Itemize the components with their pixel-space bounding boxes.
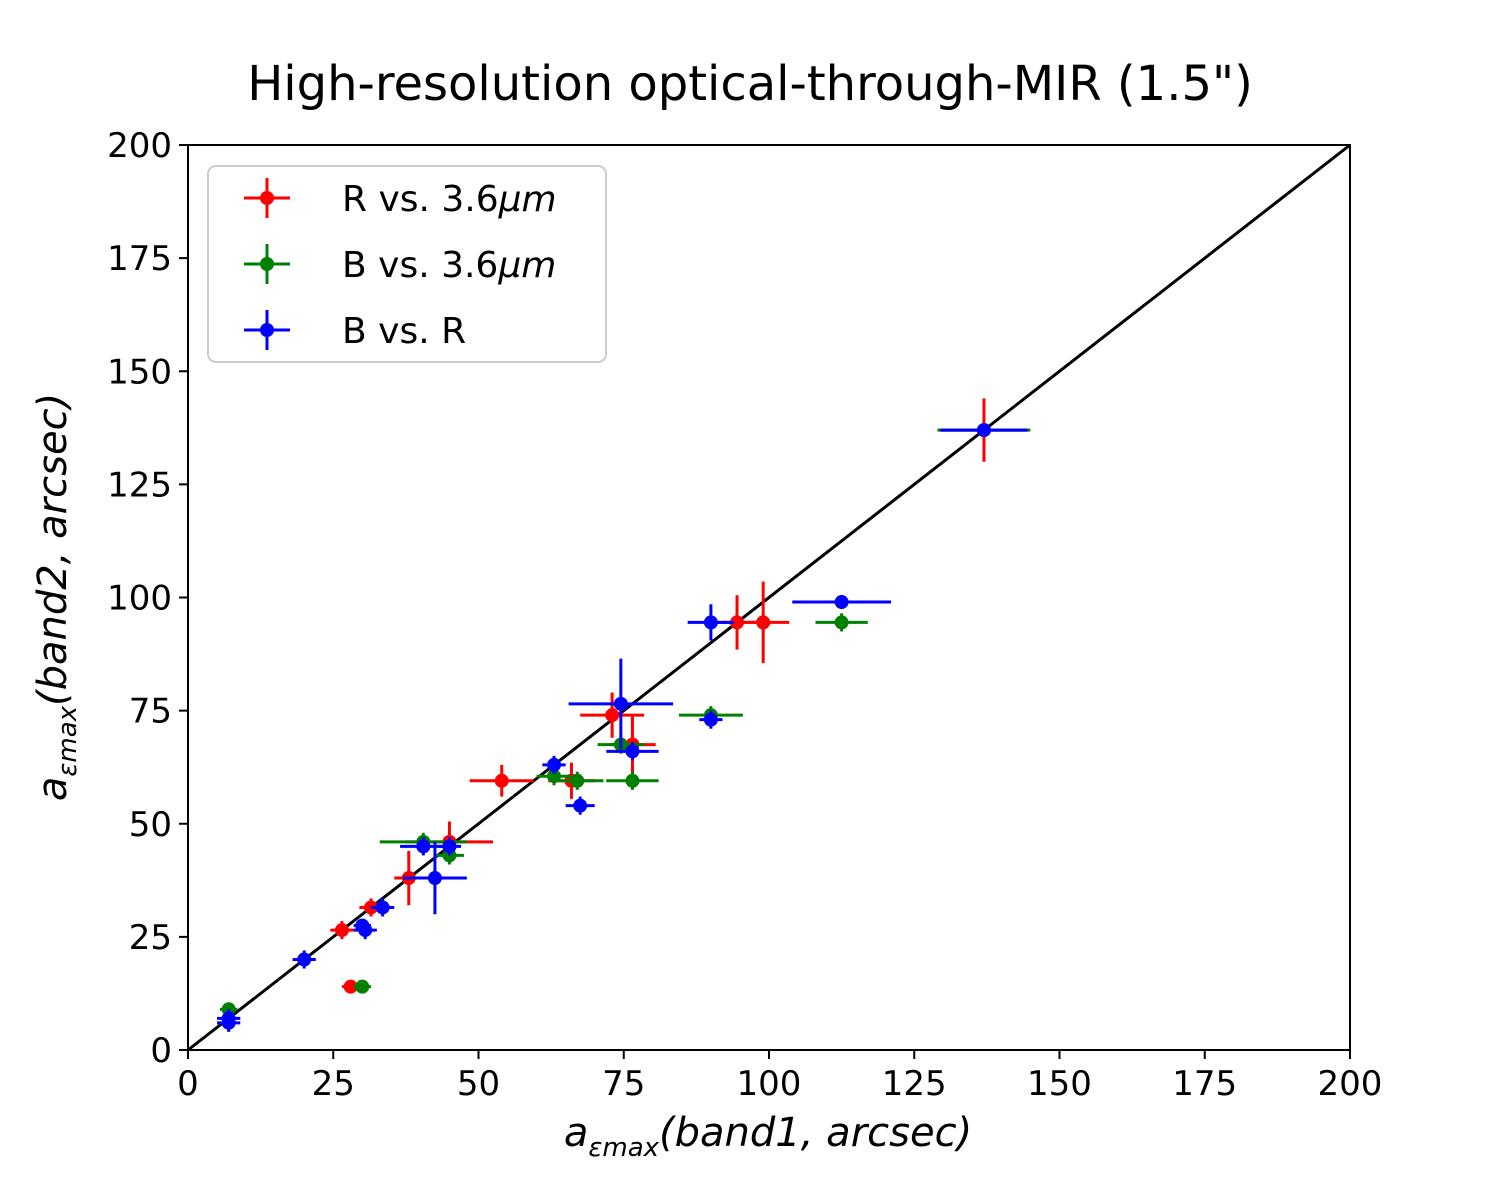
y-axis-label: aεmax(band2, arcsec) bbox=[30, 393, 83, 801]
data-point bbox=[565, 796, 595, 815]
legend-entry: B vs. R bbox=[244, 310, 466, 352]
data-point bbox=[469, 764, 534, 797]
point-marker bbox=[416, 839, 431, 854]
data-point bbox=[606, 742, 659, 761]
x-tick-label: 100 bbox=[737, 1064, 802, 1104]
legend-marker bbox=[260, 257, 274, 271]
data-point bbox=[353, 979, 372, 994]
data-point bbox=[292, 950, 316, 969]
data-point bbox=[568, 658, 674, 750]
point-marker bbox=[221, 1015, 236, 1030]
legend-label: B vs. 3.6μm bbox=[342, 245, 556, 286]
point-marker bbox=[730, 615, 745, 630]
x-axis-label-rest: (band1, arcsec) bbox=[659, 1110, 972, 1156]
data-point bbox=[699, 710, 723, 729]
y-tick-label: 150 bbox=[107, 352, 172, 392]
point-marker bbox=[834, 595, 849, 610]
data-point bbox=[551, 771, 604, 790]
legend-label: R vs. 3.6μm bbox=[342, 179, 557, 220]
data-point bbox=[330, 921, 354, 940]
x-tick-label: 0 bbox=[177, 1064, 199, 1104]
data-point bbox=[940, 423, 1028, 438]
y-axis: 0 25 50 75 100 125 150 175 200 bbox=[107, 126, 188, 1071]
x-axis-label-base: a bbox=[564, 1110, 589, 1156]
legend-marker bbox=[260, 323, 274, 337]
legend-label-unit: μm bbox=[497, 245, 556, 286]
y-tick-label: 75 bbox=[129, 692, 172, 732]
x-tick-label: 175 bbox=[1172, 1064, 1237, 1104]
data-point bbox=[353, 921, 377, 940]
x-tick-label: 125 bbox=[882, 1064, 947, 1104]
legend-label: B vs. R bbox=[342, 311, 466, 352]
x-tick-label: 150 bbox=[1027, 1064, 1092, 1104]
point-marker bbox=[358, 923, 373, 938]
point-marker bbox=[976, 423, 991, 438]
y-tick-label: 125 bbox=[107, 465, 172, 505]
y-tick-label: 0 bbox=[150, 1031, 172, 1071]
point-marker bbox=[834, 615, 849, 630]
point-marker bbox=[355, 979, 370, 994]
y-tick-label: 50 bbox=[129, 805, 172, 845]
y-tick-label: 175 bbox=[107, 239, 172, 279]
point-marker bbox=[547, 769, 562, 784]
chart-title: High-resolution optical-through-MIR (1.5… bbox=[247, 56, 1253, 112]
data-point bbox=[402, 841, 467, 915]
legend-marker bbox=[260, 191, 274, 205]
y-tick-label: 100 bbox=[107, 579, 172, 619]
point-marker bbox=[297, 952, 312, 967]
legend-label-prefix: B vs. R bbox=[342, 311, 466, 352]
data-point bbox=[687, 604, 735, 641]
y-axis-label-sub: εmax bbox=[53, 705, 83, 776]
point-marker bbox=[613, 696, 628, 711]
point-marker bbox=[494, 773, 509, 788]
point-marker bbox=[343, 979, 358, 994]
legend-label-unit: μm bbox=[498, 179, 557, 220]
point-marker bbox=[573, 798, 588, 813]
y-tick-label: 200 bbox=[107, 126, 172, 166]
y-tick-label: 25 bbox=[129, 918, 172, 958]
data-point bbox=[792, 595, 892, 610]
point-marker bbox=[756, 615, 771, 630]
y-axis-label-base: a bbox=[30, 777, 76, 802]
x-tick-label: 75 bbox=[602, 1064, 645, 1104]
x-axis-label-sub: εmax bbox=[588, 1133, 659, 1163]
data-series bbox=[217, 398, 1031, 1032]
x-tick-label: 25 bbox=[312, 1064, 355, 1104]
legend-label-prefix: B vs. 3.6 bbox=[342, 245, 498, 286]
legend-box bbox=[207, 165, 607, 363]
data-point bbox=[815, 613, 868, 632]
point-marker bbox=[625, 744, 640, 759]
point-marker bbox=[703, 712, 718, 727]
point-marker bbox=[427, 871, 442, 886]
data-point bbox=[606, 771, 659, 790]
legend-entry: R vs. 3.6μm bbox=[244, 178, 557, 220]
legend-entry: B vs. 3.6μm bbox=[244, 244, 556, 286]
point-marker bbox=[625, 773, 640, 788]
data-point bbox=[371, 898, 395, 917]
point-marker bbox=[442, 839, 457, 854]
data-point bbox=[437, 837, 462, 856]
x-tick-label: 200 bbox=[1318, 1064, 1383, 1104]
x-axis: 0 25 50 75 100 125 150 175 200 bbox=[177, 1050, 1382, 1104]
legend-label-prefix: R vs. 3.6 bbox=[342, 179, 499, 220]
data-point bbox=[217, 1013, 241, 1032]
point-marker bbox=[375, 900, 390, 915]
x-tick-label: 50 bbox=[457, 1064, 500, 1104]
x-axis-label: aεmax(band1, arcsec) bbox=[564, 1110, 972, 1163]
point-marker bbox=[570, 773, 585, 788]
point-marker bbox=[334, 923, 349, 938]
point-marker bbox=[605, 708, 620, 723]
series-2 bbox=[217, 423, 1028, 1032]
plot-area: 0 25 50 75 100 125 150 175 200 0 25 50 75 100 125 150 1… bbox=[107, 126, 1382, 1104]
point-marker bbox=[547, 757, 562, 772]
y-axis-label-rest: (band2, arcsec) bbox=[30, 393, 76, 706]
data-point bbox=[542, 755, 566, 774]
data-point bbox=[580, 692, 645, 738]
point-marker bbox=[703, 615, 718, 630]
